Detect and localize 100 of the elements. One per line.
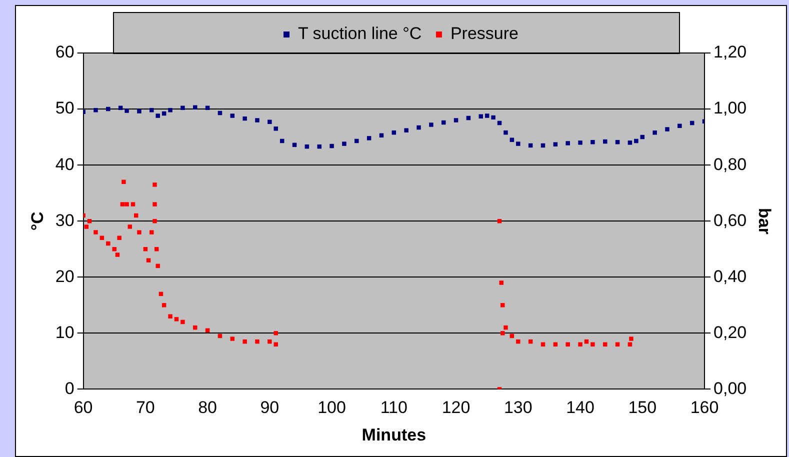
point (137, 230, 142, 234)
point (255, 118, 260, 122)
point (553, 142, 558, 146)
point (354, 138, 359, 144)
x-tick-label: 80 (198, 398, 218, 418)
point (268, 339, 272, 344)
point (94, 108, 98, 112)
point (499, 280, 504, 285)
point (665, 127, 670, 132)
point (274, 331, 278, 336)
point (366, 136, 372, 140)
point (454, 118, 458, 122)
y2-tick-label: 0,20 (714, 322, 747, 342)
point (478, 114, 483, 118)
point (566, 342, 570, 346)
point (678, 124, 682, 128)
point (106, 106, 110, 112)
point (168, 108, 172, 112)
point (112, 246, 116, 252)
point (500, 303, 505, 308)
point (578, 342, 582, 346)
point (124, 108, 129, 113)
y2-tick-label: 1,20 (714, 42, 747, 62)
point (629, 336, 634, 341)
point (146, 258, 151, 262)
point (504, 130, 508, 135)
legend-label: T suction line °C (298, 24, 422, 44)
point (702, 119, 705, 124)
point (156, 264, 160, 268)
x-tick-label: 160 (690, 398, 719, 418)
point (130, 202, 136, 206)
point (590, 342, 595, 346)
point (330, 144, 334, 148)
x-tick-label: 140 (566, 398, 594, 418)
y2-tick-label: 1,00 (714, 98, 747, 118)
point (590, 140, 595, 144)
point (342, 142, 346, 146)
point (491, 115, 496, 120)
point (152, 182, 157, 187)
point (193, 105, 198, 110)
point (484, 114, 490, 118)
x-tick-label: 120 (442, 398, 470, 418)
point (168, 314, 172, 318)
x-tick-label: 150 (628, 398, 657, 418)
y-tick-label: 50 (55, 98, 74, 118)
y2-tick-label: 0,00 (714, 378, 747, 398)
point (504, 325, 508, 330)
point (510, 138, 514, 142)
point (268, 120, 272, 124)
point (94, 230, 98, 234)
point (152, 218, 157, 224)
x-axis-title: Minutes (362, 425, 426, 444)
point (242, 339, 247, 344)
point (122, 180, 126, 184)
y2-tick-label: 0,40 (714, 266, 747, 286)
y-tick-label: 0 (64, 378, 74, 398)
x-tick-label: 100 (318, 398, 346, 418)
point (120, 202, 125, 206)
y-tick-label: 10 (55, 322, 74, 342)
y2-axis-title: bar (755, 208, 774, 235)
y-tick-label: 30 (55, 210, 74, 230)
point (578, 140, 582, 145)
point (180, 320, 185, 324)
point (150, 108, 154, 112)
y-axis-title: °C (28, 212, 47, 231)
point (379, 133, 384, 138)
point (162, 303, 166, 308)
point (230, 336, 235, 341)
y-tick-label: 20 (55, 266, 74, 286)
y-tick-label: 40 (55, 154, 74, 174)
point (124, 202, 129, 206)
point (150, 230, 154, 234)
point (317, 144, 322, 149)
point (255, 339, 260, 344)
y2-tick-label: 0,60 (714, 210, 747, 230)
point (566, 141, 570, 146)
point (128, 224, 132, 229)
x-tick-label: 130 (504, 398, 532, 418)
x-tick-label: 70 (136, 398, 155, 418)
point (117, 236, 122, 240)
point (137, 109, 142, 114)
point (84, 224, 89, 229)
point (500, 331, 505, 336)
y-tick-label: 60 (55, 42, 74, 62)
x-tick-label: 60 (74, 398, 93, 418)
point (230, 114, 235, 118)
point (205, 328, 210, 332)
point (115, 252, 120, 257)
point (516, 142, 520, 146)
point (429, 122, 434, 127)
point (404, 128, 408, 132)
point (242, 116, 247, 121)
point (106, 241, 110, 246)
point (274, 126, 278, 131)
point (516, 339, 520, 344)
point (634, 138, 638, 144)
point (180, 106, 185, 110)
point (652, 130, 657, 135)
point (628, 140, 632, 145)
point (152, 202, 157, 206)
